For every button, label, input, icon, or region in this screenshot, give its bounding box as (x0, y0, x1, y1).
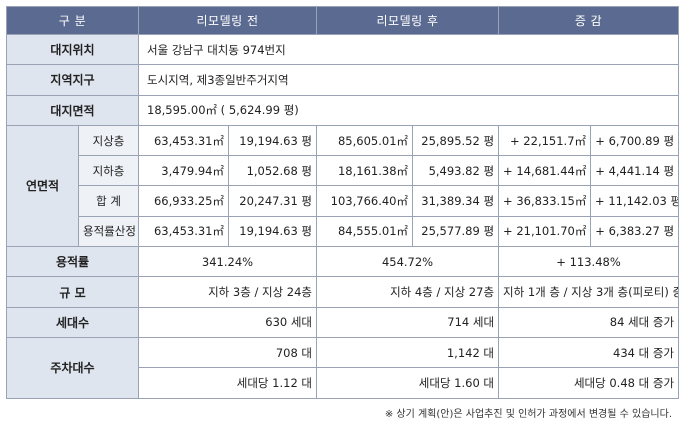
change-pyeong: + 11,142.03 평 (590, 185, 680, 217)
scale-change: 지하 1개 층 / 지상 3개 층(피로티) 증가 (498, 276, 680, 308)
header-change: 증 감 (498, 6, 680, 35)
site-location-value: 서울 강남구 대치동 974번지 (137, 33, 680, 66)
far-change: + 113.48% (498, 246, 680, 278)
before-m2: 3,479.94㎡ (138, 155, 229, 187)
change-pyeong: + 6,383.27 평 (590, 215, 680, 248)
change-pyeong: + 6,700.89 평 (590, 124, 680, 157)
after-pyeong: 25,577.89 평 (412, 215, 500, 248)
scale-before: 지하 3층 / 지상 24층 (137, 276, 318, 308)
site-location-row: 대지위치 서울 강남구 대치동 974번지 (6, 33, 680, 66)
floor-area-label: 연면적 (6, 124, 79, 248)
households-before: 630 세대 (137, 306, 318, 338)
parking-label: 주차대수 (6, 336, 139, 399)
site-area-value: 18,595.00㎡ ( 5,624.99 평) (137, 94, 680, 126)
parking-total-before: 708 대 (137, 336, 318, 369)
after-m2: 85,605.01㎡ (316, 124, 414, 157)
floor-area-sub-label: 합 계 (78, 185, 139, 217)
footnote: ※ 상기 계획(안)은 사업추진 및 인허가 과정에서 변경될 수 있습니다. (384, 409, 672, 420)
parking-per-after: 세대당 1.60 대 (316, 367, 500, 399)
after-pyeong: 5,493.82 평 (412, 155, 500, 187)
site-area-row: 대지면적 18,595.00㎡ ( 5,624.99 평) (6, 94, 680, 126)
change-pyeong: + 4,441.14 평 (590, 155, 680, 187)
households-after: 714 세대 (316, 306, 500, 338)
after-m2: 84,555.01㎡ (316, 215, 414, 248)
households-label: 세대수 (6, 306, 139, 338)
after-pyeong: 31,389.34 평 (412, 185, 500, 217)
floor-area-row-above: 연면적 지상층 63,453.31㎡ 19,194.63 평 85,605.01… (6, 124, 680, 248)
floor-area-sub-label: 지상층 (78, 124, 139, 157)
after-m2: 18,161.38㎡ (316, 155, 414, 187)
after-pyeong: 25,895.52 평 (412, 124, 500, 157)
far-after: 454.72% (316, 246, 500, 278)
scale-label: 규 모 (6, 276, 139, 308)
parking-total-after: 1,142 대 (316, 336, 500, 369)
before-pyeong: 19,194.63 평 (227, 124, 318, 157)
before-m2: 63,453.31㎡ (138, 215, 229, 248)
zone-label: 지역지구 (6, 64, 139, 96)
site-location-label: 대지위치 (6, 33, 139, 66)
far-row: 용적률 341.24% 454.72% + 113.48% (6, 246, 680, 278)
site-area-label: 대지면적 (6, 94, 139, 126)
before-m2: 66,933.25㎡ (138, 185, 229, 217)
before-pyeong: 20,247.31 평 (227, 185, 318, 217)
before-m2: 63,453.31㎡ (138, 124, 229, 157)
change-m2: + 14,681.44㎡ (498, 155, 592, 187)
zone-row: 지역지구 도시지역, 제3종일반주거지역 (6, 64, 680, 96)
change-m2: + 21,101.70㎡ (498, 215, 592, 248)
floor-area-sub-label: 용적률산정 (78, 215, 139, 248)
floor-area-row-below: 지하층 3,479.94㎡ 1,052.68 평 18,161.38㎡ 5,49… (7, 155, 680, 187)
header-row: 구 분 리모델링 전 리모델링 후 증 감 (6, 6, 680, 35)
far-label: 용적률 (6, 246, 139, 278)
remodeling-summary-table: 구 분 리모델링 전 리모델링 후 증 감 대지위치 서울 강남구 대치동 97… (6, 6, 680, 399)
scale-row: 규 모 지하 3층 / 지상 24층 지하 4층 / 지상 27층 지하 1개 … (6, 276, 680, 308)
scale-after: 지하 4층 / 지상 27층 (316, 276, 500, 308)
households-row: 세대수 630 세대 714 세대 84 세대 증가 (6, 306, 680, 338)
change-m2: + 22,151.7㎡ (498, 124, 592, 157)
before-pyeong: 1,052.68 평 (227, 155, 318, 187)
parking-total-change: 434 대 증가 (498, 336, 680, 369)
before-pyeong: 19,194.63 평 (227, 215, 318, 248)
floor-area-row-total: 합 계 66,933.25㎡ 20,247.31 평 103,766.40㎡ 3… (7, 185, 680, 217)
parking-per-before: 세대당 1.12 대 (137, 367, 318, 399)
change-m2: + 36,833.15㎡ (498, 185, 592, 217)
header-category: 구 분 (6, 6, 139, 35)
header-after: 리모델링 후 (316, 6, 500, 35)
header-before: 리모델링 전 (137, 6, 318, 35)
after-m2: 103,766.40㎡ (316, 185, 414, 217)
far-before: 341.24% (137, 246, 318, 278)
zone-value: 도시지역, 제3종일반주거지역 (137, 64, 680, 96)
households-change: 84 세대 증가 (498, 306, 680, 338)
floor-area-sub-label: 지하층 (78, 155, 139, 187)
floor-area-row-far-basis: 용적률산정 63,453.31㎡ 19,194.63 평 84,555.01㎡ … (7, 215, 680, 248)
parking-row-total: 주차대수 708 대 1,142 대 434 대 증가 (6, 336, 680, 399)
parking-per-change: 세대당 0.48 대 증가 (498, 367, 680, 399)
parking-row-per-household: 세대당 1.12 대 세대당 1.60 대 세대당 0.48 대 증가 (7, 367, 680, 399)
